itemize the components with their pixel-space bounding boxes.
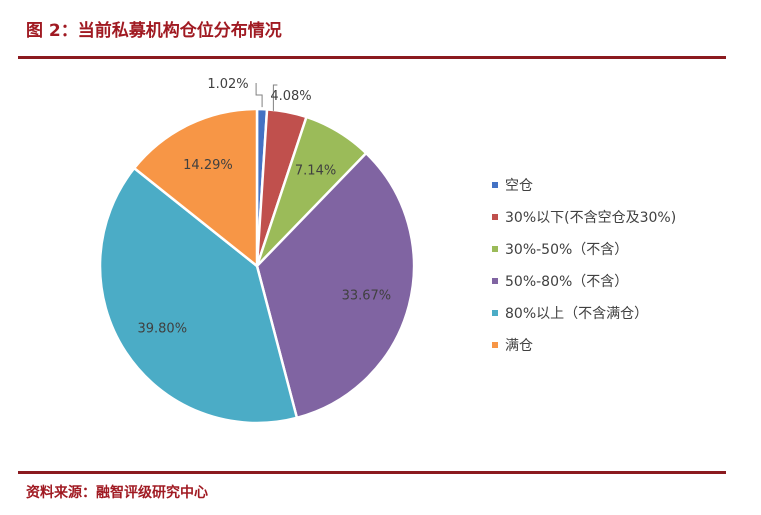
top-divider (18, 56, 726, 59)
pie-slice (132, 107, 259, 269)
legend-swatch (492, 342, 498, 348)
legend-swatch (492, 182, 498, 188)
legend-swatch (492, 278, 498, 284)
legend-label: 50%-80%（不含） (505, 274, 628, 290)
legend-swatch (492, 246, 498, 252)
leader-line (272, 84, 278, 111)
chart-title: 图 2：当前私募机构仓位分布情况 (26, 21, 282, 41)
slice-value-label: 7.14% (295, 163, 336, 178)
slice-value-label: 4.08% (270, 89, 311, 104)
slice-value-label: 14.29% (183, 158, 233, 173)
slice-value-label: 1.02% (207, 77, 248, 92)
slice-value-label: 33.67% (342, 289, 392, 304)
legend-swatch (492, 214, 498, 220)
source-note: 资料来源：融智评级研究中心 (26, 485, 208, 501)
legend-label: 80%以上（不含满仓） (505, 306, 648, 322)
legend-label: 30%以下(不含空仓及30%) (505, 210, 676, 226)
legend-label: 30%-50%（不含） (505, 242, 628, 258)
legend-label: 空仓 (505, 178, 533, 194)
legend-label: 满仓 (505, 338, 533, 354)
slice-value-label: 39.80% (137, 322, 187, 337)
leader-line (255, 83, 263, 108)
pie-slice (98, 166, 299, 425)
pie-slice (255, 151, 416, 420)
legend-swatch (492, 310, 498, 316)
bottom-divider (18, 471, 726, 474)
